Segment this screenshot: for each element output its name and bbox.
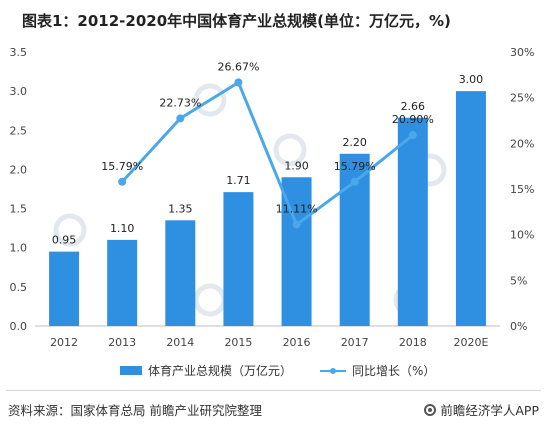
watermark-logo-1 — [273, 133, 307, 167]
combo-chart: 0.0 0.5 1.0 1.5 2.0 2.5 3.0 3.5 0% 5% 10% 15% 20% 25%… — [10, 46, 535, 349]
bar-value-label: 1.10 — [110, 222, 135, 235]
x-tick-label: 2015 — [224, 336, 252, 349]
y-tick-label: 3.0 — [10, 85, 28, 98]
bar-value-label: 3.00 — [459, 73, 484, 86]
legend-label-bar: 体育产业总规模（万亿元） — [148, 364, 293, 378]
watermark-logo-3 — [193, 283, 227, 317]
growth-value-label: 22.73% — [159, 96, 201, 109]
growth-point — [234, 78, 243, 87]
bar-value-label: 1.35 — [168, 202, 193, 215]
growth-point — [350, 177, 359, 186]
y2-tick-label: 0% — [510, 320, 527, 333]
growth-point — [292, 220, 301, 229]
y-tick-label: 0.5 — [10, 281, 28, 294]
bar — [397, 117, 428, 326]
brand-name: 前瞻经济学人APP — [440, 403, 539, 418]
bar-value-label: 2.66 — [401, 100, 426, 113]
bar-value-label: 2.20 — [342, 136, 367, 149]
bar-value-label: 0.95 — [52, 234, 77, 247]
x-tick-label: 2012 — [50, 336, 78, 349]
bar-value-label: 1.71 — [226, 174, 251, 187]
x-tick-label: 2016 — [283, 336, 311, 349]
growth-value-label: 20.90% — [392, 113, 434, 126]
growth-point — [118, 177, 127, 186]
growth-value-label: 11.11% — [276, 203, 318, 216]
bar-value-label: 1.90 — [284, 159, 309, 172]
y-tick-label: 3.5 — [10, 46, 28, 59]
growth-point — [176, 114, 185, 123]
growth-value-label: 15.79% — [101, 160, 143, 173]
bar — [107, 239, 138, 326]
y-tick-label: 1.5 — [10, 203, 28, 216]
y-tick-label: 1.0 — [10, 242, 28, 255]
line-swatch — [320, 366, 346, 376]
watermark-logo-0 — [193, 83, 227, 117]
y2-tick-label: 30% — [510, 46, 534, 59]
x-tick-label: 2018 — [399, 336, 427, 349]
y2-tick-label: 10% — [510, 229, 534, 242]
legend-item-line[interactable]: 同比增长（%） — [320, 362, 435, 379]
footer-divider — [6, 390, 541, 391]
bar-swatch — [120, 366, 142, 375]
y2-tick-label: 25% — [510, 92, 534, 105]
growth-line — [121, 80, 414, 227]
y-tick-label: 2.0 — [10, 163, 28, 176]
chart-title: 图表1：2012-2020年中国体育产业总规模(单位：万亿元，%) — [22, 12, 451, 30]
watermark-logo-2 — [53, 213, 87, 247]
x-tick-label: 2013 — [108, 336, 136, 349]
x-tick-label: 2020E — [453, 336, 488, 349]
brand-credit: 前瞻经济学人APP — [424, 400, 539, 419]
y2-tick-label: 20% — [510, 137, 534, 150]
x-tick-label: 2017 — [341, 336, 369, 349]
brand-logo-icon — [424, 403, 437, 416]
bar — [223, 192, 254, 326]
growth-point — [408, 131, 417, 140]
y-tick-label: 2.5 — [10, 124, 28, 137]
legend-label-line: 同比增长（%） — [352, 364, 436, 378]
x-tick-label: 2014 — [166, 336, 194, 349]
y-tick-label: 0.0 — [10, 320, 28, 333]
bar — [455, 91, 486, 327]
bar — [49, 251, 80, 326]
bar — [165, 220, 196, 326]
y2-tick-label: 5% — [510, 274, 527, 287]
y2-tick-label: 15% — [510, 183, 534, 196]
legend-item-bar[interactable]: 体育产业总规模（万亿元） — [120, 362, 292, 379]
source-note: 资料来源：国家体育总局 前瞻产业研究院整理 — [8, 403, 262, 418]
growth-value-label: 26.67% — [217, 60, 259, 73]
growth-value-label: 15.79% — [334, 160, 376, 173]
